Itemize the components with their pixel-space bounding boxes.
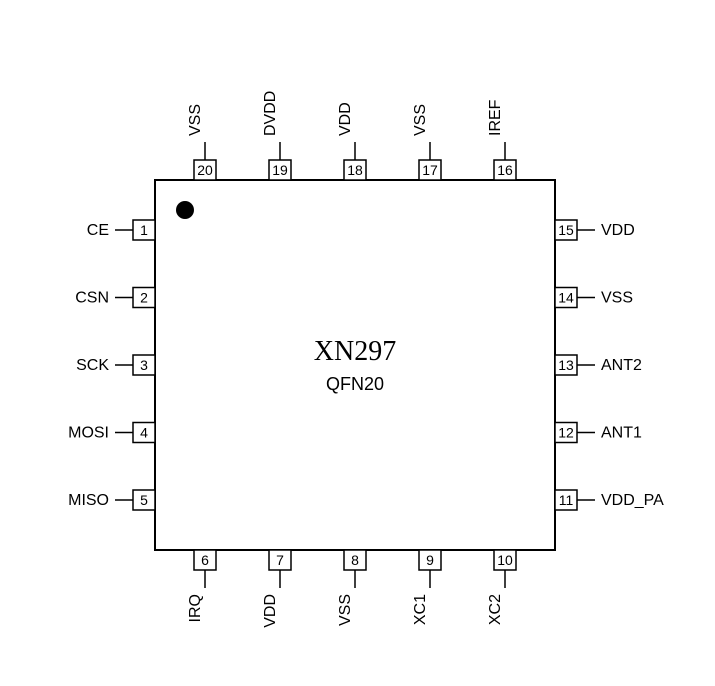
pin-number: 1 <box>140 222 148 238</box>
pin-label: MISO <box>68 492 109 509</box>
pin-label: ANT1 <box>601 425 642 442</box>
pin-label: DVDD <box>262 91 279 136</box>
pin-label: CSN <box>75 290 109 307</box>
pin-number: 9 <box>426 552 434 568</box>
pin-number: 19 <box>272 162 288 178</box>
pin-number: 13 <box>558 357 574 373</box>
pin-label: IRQ <box>187 594 204 622</box>
chip-name: XN297 <box>314 336 396 367</box>
pin-label: ANT2 <box>601 357 642 374</box>
pin-number: 6 <box>201 552 209 568</box>
pin-number: 17 <box>422 162 438 178</box>
pin-label: VDD <box>262 594 279 628</box>
pin-number: 8 <box>351 552 359 568</box>
pin-label: XC2 <box>487 594 504 625</box>
pin-label: VDD <box>601 222 635 239</box>
pin-number: 15 <box>558 222 574 238</box>
pin-number: 16 <box>497 162 513 178</box>
pin-number: 12 <box>558 425 574 441</box>
pin-number: 11 <box>559 492 574 508</box>
pin-label: VSS <box>412 104 429 136</box>
pin-number: 18 <box>347 162 363 178</box>
pin-number: 20 <box>197 162 213 178</box>
pins-top: 16 IREF 17 VSS 18 VDD 19 DVDD 20 VSS <box>187 91 516 180</box>
pin-number: 4 <box>140 425 148 441</box>
pin-label: CE <box>87 222 109 239</box>
pin-label: SCK <box>76 357 109 374</box>
pin-number: 7 <box>276 552 284 568</box>
pin-number: 5 <box>140 492 148 508</box>
pins-right: 11 VDD_PA 12 ANT1 13 ANT2 14 VSS 15 VDD <box>555 220 664 510</box>
pins-left: 1 CE 2 CSN 3 SCK 4 MOSI 5 MISO <box>68 220 155 510</box>
pin-number: 14 <box>558 290 574 306</box>
pin-number: 10 <box>497 552 513 568</box>
chip-package: QFN20 <box>326 374 384 394</box>
pin-label: VSS <box>337 594 354 626</box>
pin-label: XC1 <box>412 594 429 625</box>
pin-number: 2 <box>140 290 148 306</box>
pin-label: VDD_PA <box>601 492 664 509</box>
pin-label: IREF <box>487 99 504 136</box>
pin-label: MOSI <box>68 425 109 442</box>
pinout-diagram: XN297 QFN20 1 CE 2 CSN 3 SCK 4 MOSI 5 MISO 11 VDD_… <box>0 0 715 686</box>
pin1-dot <box>176 201 194 219</box>
pin-number: 3 <box>140 357 148 373</box>
pin-label: VSS <box>601 290 633 307</box>
pins-bottom: 6 IRQ 7 VDD 8 VSS 9 XC1 10 XC2 <box>187 550 516 628</box>
pin-label: VDD <box>337 102 354 136</box>
pin-label: VSS <box>187 104 204 136</box>
